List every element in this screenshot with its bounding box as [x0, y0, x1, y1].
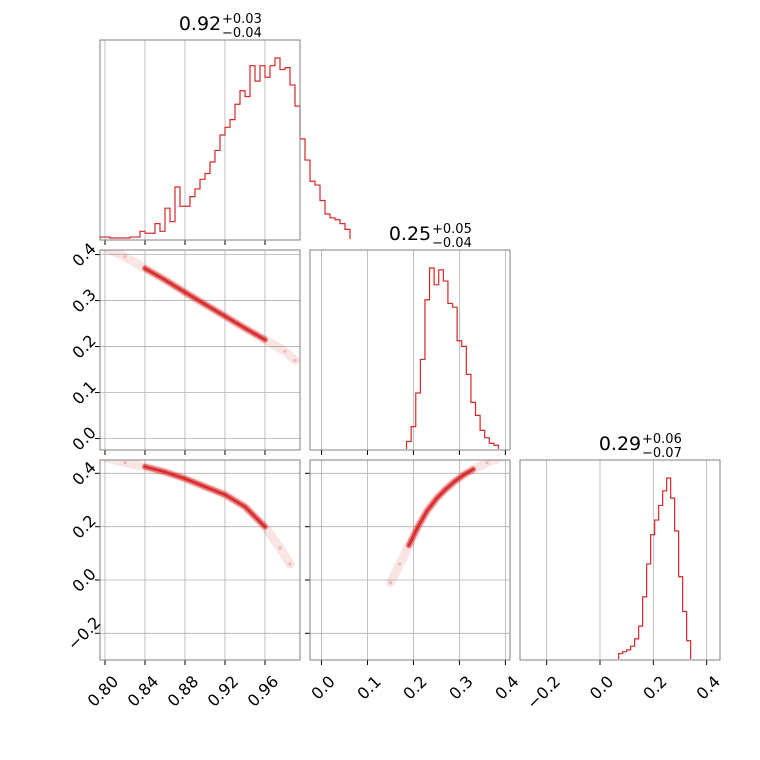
panel-frame	[309, 249, 511, 451]
density-halo	[386, 460, 505, 588]
sample-point	[223, 493, 227, 497]
sample-point	[471, 467, 475, 471]
sample-point	[278, 546, 282, 550]
contour-inner	[407, 468, 475, 547]
contour-inner	[143, 465, 267, 528]
title-err-plus: +0.06	[642, 432, 682, 447]
sample-point	[163, 278, 167, 282]
x-tick-label: 0.0	[307, 672, 338, 703]
x-tick-label: −0.2	[523, 672, 564, 713]
panel-frame	[99, 249, 301, 451]
panel-r2-c0: 0.80 0.84 0.88 0.92 0.96−0.20.00.20.4	[64, 456, 301, 711]
param-title-1: 0.25	[389, 223, 431, 245]
panel-r2-c2: 0.29 +0.06−0.07 −0.2 0.0 0.2 0.4	[519, 432, 724, 713]
x-tick-label: 0.0	[586, 672, 617, 703]
sample-point	[388, 581, 393, 585]
sample-point	[263, 338, 267, 342]
x-tick-label: 0.4	[693, 672, 724, 703]
title-err-minus: −0.04	[222, 26, 262, 41]
histogram-1	[405, 267, 500, 449]
x-tick-label: 0.4	[491, 672, 522, 703]
sample-point	[434, 497, 439, 501]
contour-inner	[143, 267, 267, 341]
x-tick-label: 0.92	[204, 672, 243, 711]
y-tick-label: 0.4	[68, 458, 99, 489]
sample-point	[462, 473, 466, 477]
sample-point	[485, 461, 489, 465]
sample-point	[243, 505, 247, 509]
sample-point	[103, 456, 106, 459]
panel-frame	[519, 459, 721, 661]
y-tick-label: 0.4	[68, 239, 99, 270]
density-2-0	[101, 456, 295, 569]
histogram-2	[618, 477, 692, 659]
sample-point	[203, 302, 207, 306]
sample-point	[243, 326, 247, 330]
x-tick-label: 0.84	[124, 672, 163, 711]
y-tick-label: 0.3	[68, 285, 99, 316]
title-err-plus: +0.05	[432, 222, 472, 237]
sample-point	[416, 525, 420, 529]
sample-point	[398, 562, 402, 566]
sample-point	[103, 246, 106, 249]
sample-point	[425, 509, 429, 513]
sample-point	[288, 562, 292, 566]
sample-point	[123, 461, 127, 465]
x-tick-label: 0.80	[84, 672, 123, 711]
y-tick-label: 0.0	[68, 423, 99, 454]
sample-point	[143, 465, 147, 469]
x-tick-label: 0.2	[639, 672, 670, 703]
title-value: 0.25	[389, 223, 431, 245]
sample-point	[163, 470, 167, 474]
x-tick-label: 0.96	[244, 672, 283, 711]
x-tick-label: 0.2	[399, 672, 430, 703]
sample-point	[223, 314, 227, 318]
y-tick-label: 0.0	[68, 564, 99, 595]
sample-point	[293, 358, 297, 362]
x-tick-label: 0.3	[445, 672, 476, 703]
sample-point	[453, 479, 457, 483]
panel-r1-c0: 0.0 0.1 0.2 0.3 0.4	[68, 239, 301, 455]
sample-point	[283, 349, 287, 353]
x-tick-label: 0.1	[353, 672, 384, 703]
sample-point	[183, 477, 187, 481]
sample-point	[444, 487, 448, 491]
x-tick-label: 0.88	[164, 672, 203, 711]
histogram-0	[99, 57, 351, 239]
sample-point	[183, 290, 187, 294]
param-title-2: 0.29	[599, 433, 641, 455]
sample-point	[407, 543, 411, 547]
y-tick-label: 0.1	[68, 377, 99, 408]
y-tick-label: 0.2	[68, 331, 99, 362]
param-title-0: 0.92	[179, 13, 221, 35]
title-value: 0.92	[179, 13, 221, 35]
title-err-minus: −0.07	[642, 446, 682, 461]
sample-point	[203, 485, 207, 489]
sample-point	[143, 266, 147, 270]
panel-r0-c0: 0.92 +0.03−0.04	[99, 12, 351, 245]
sample-point	[123, 255, 127, 259]
title-err-plus: +0.03	[222, 12, 262, 27]
sample-point	[263, 525, 267, 529]
panel-frame	[309, 459, 511, 661]
panel-frame	[99, 39, 301, 241]
panel-r2-c1: 0.0 0.1 0.2 0.3 0.4	[305, 456, 523, 703]
title-value: 0.29	[599, 433, 641, 455]
title-err-minus: −0.04	[432, 236, 472, 251]
y-tick-label: 0.2	[68, 511, 99, 542]
density-1-0	[101, 246, 300, 365]
panel-r1-c1: 0.25 +0.05−0.04	[309, 222, 511, 455]
density-2-1	[386, 456, 505, 588]
panel-frame	[99, 459, 301, 661]
sample-point	[499, 456, 502, 459]
